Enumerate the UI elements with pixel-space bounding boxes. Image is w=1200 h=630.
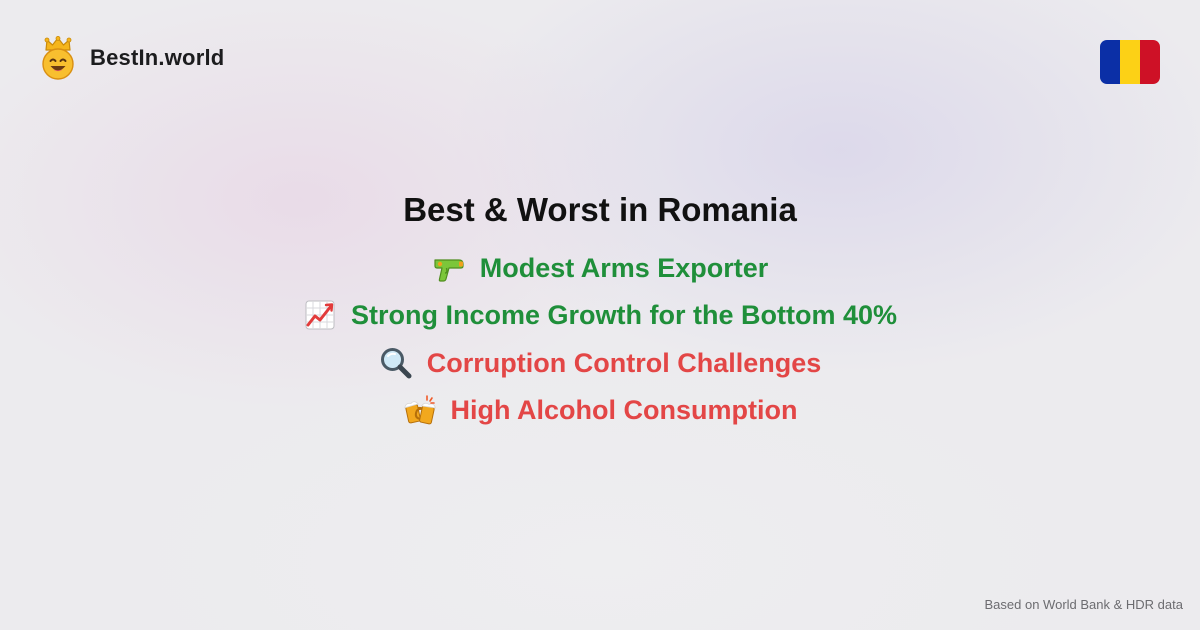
item-label: Corruption Control Challenges: [426, 347, 822, 378]
source-note: Based on World Bank & HDR data: [984, 597, 1183, 612]
flag-stripe-red: [1140, 40, 1160, 84]
list-item: High Alcohol Consumption: [0, 387, 1200, 435]
water-pistol-icon: [434, 259, 464, 282]
flag-stripe-yellow: [1120, 40, 1140, 84]
brand-name: BestIn.world: [90, 45, 225, 70]
list-item: Modest Arms Exporter: [0, 244, 1200, 292]
clinking-beer-mugs-icon: [403, 395, 436, 425]
highlight-list: Modest Arms Exporter Strong Income Growt…: [0, 244, 1200, 434]
chart-increasing-icon: [305, 300, 335, 330]
brand[interactable]: BestIn.world: [38, 36, 224, 80]
item-label: Modest Arms Exporter: [479, 252, 769, 283]
item-label: High Alcohol Consumption: [450, 395, 798, 426]
item-label: Strong Income Growth for the Bottom 40%: [350, 300, 897, 331]
page-title: Best & Worst in Romania: [403, 191, 797, 229]
list-item: Strong Income Growth for the Bottom 40%: [0, 292, 1200, 340]
flag-stripe-blue: [1100, 40, 1120, 84]
crown-smiley-icon: [42, 36, 74, 80]
romania-flag-icon: [1100, 40, 1160, 84]
magnifying-glass-icon: [380, 347, 412, 379]
list-item: Corruption Control Challenges: [0, 339, 1200, 387]
